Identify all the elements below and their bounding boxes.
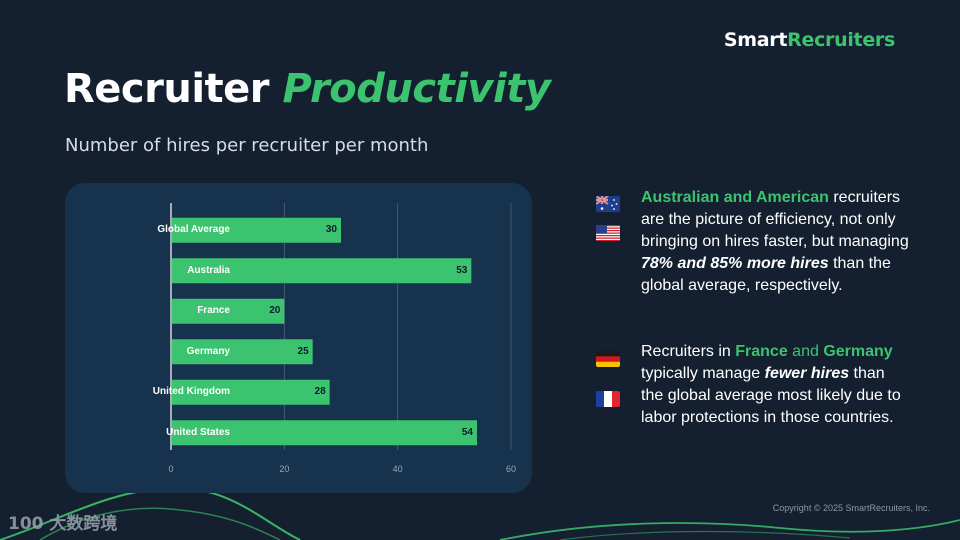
usa-flag-icon bbox=[596, 225, 620, 241]
category-label: United Kingdom bbox=[152, 386, 230, 398]
note-efficiency: Australian and American recruiters are t… bbox=[641, 189, 909, 294]
copyright-text: Copyright © 2025 SmartRecruiters, Inc. bbox=[772, 503, 930, 513]
bar bbox=[172, 217, 341, 243]
france-flag-icon bbox=[596, 391, 620, 407]
x-tick-label: 0 bbox=[168, 464, 174, 474]
bar-value-label: 53 bbox=[456, 264, 468, 276]
note-fewer-hires: Recruiters in France and Germany typical… bbox=[641, 343, 901, 426]
australia-flag-icon bbox=[596, 196, 620, 212]
bar-value-label: 54 bbox=[461, 426, 473, 438]
category-label: United States bbox=[166, 426, 230, 438]
watermark: 100 大数跨境 bbox=[8, 514, 118, 534]
germany-flag-icon bbox=[596, 351, 620, 367]
bar bbox=[172, 420, 477, 446]
category-label: France bbox=[197, 305, 230, 317]
brand-logo: SmartRecruiters bbox=[723, 29, 895, 51]
bar bbox=[172, 298, 285, 324]
bar bbox=[172, 258, 472, 284]
bar-chart bbox=[170, 203, 512, 450]
x-tick-label: 40 bbox=[392, 464, 403, 474]
bar bbox=[172, 379, 330, 405]
category-label: Germany bbox=[186, 345, 230, 357]
bar-value-label: 25 bbox=[297, 345, 309, 357]
bar-value-label: 20 bbox=[269, 305, 281, 317]
page-subtitle: Number of hires per recruiter per month bbox=[65, 135, 429, 156]
bar bbox=[172, 339, 313, 365]
bar-value-label: 28 bbox=[314, 386, 326, 398]
bar-value-label: 30 bbox=[325, 224, 337, 236]
category-label: Australia bbox=[187, 264, 230, 276]
page-title: Recruiter Productivity bbox=[64, 66, 551, 112]
chart-card: 0 20 40 60 30 Global Average 53 Australia 20 Fran… bbox=[65, 183, 532, 493]
category-label: Global Average bbox=[157, 224, 230, 236]
x-tick-label: 20 bbox=[279, 464, 290, 474]
title-accent: Productivity bbox=[282, 66, 551, 112]
x-tick-label: 60 bbox=[505, 464, 516, 474]
title-main: Recruiter bbox=[64, 66, 283, 112]
